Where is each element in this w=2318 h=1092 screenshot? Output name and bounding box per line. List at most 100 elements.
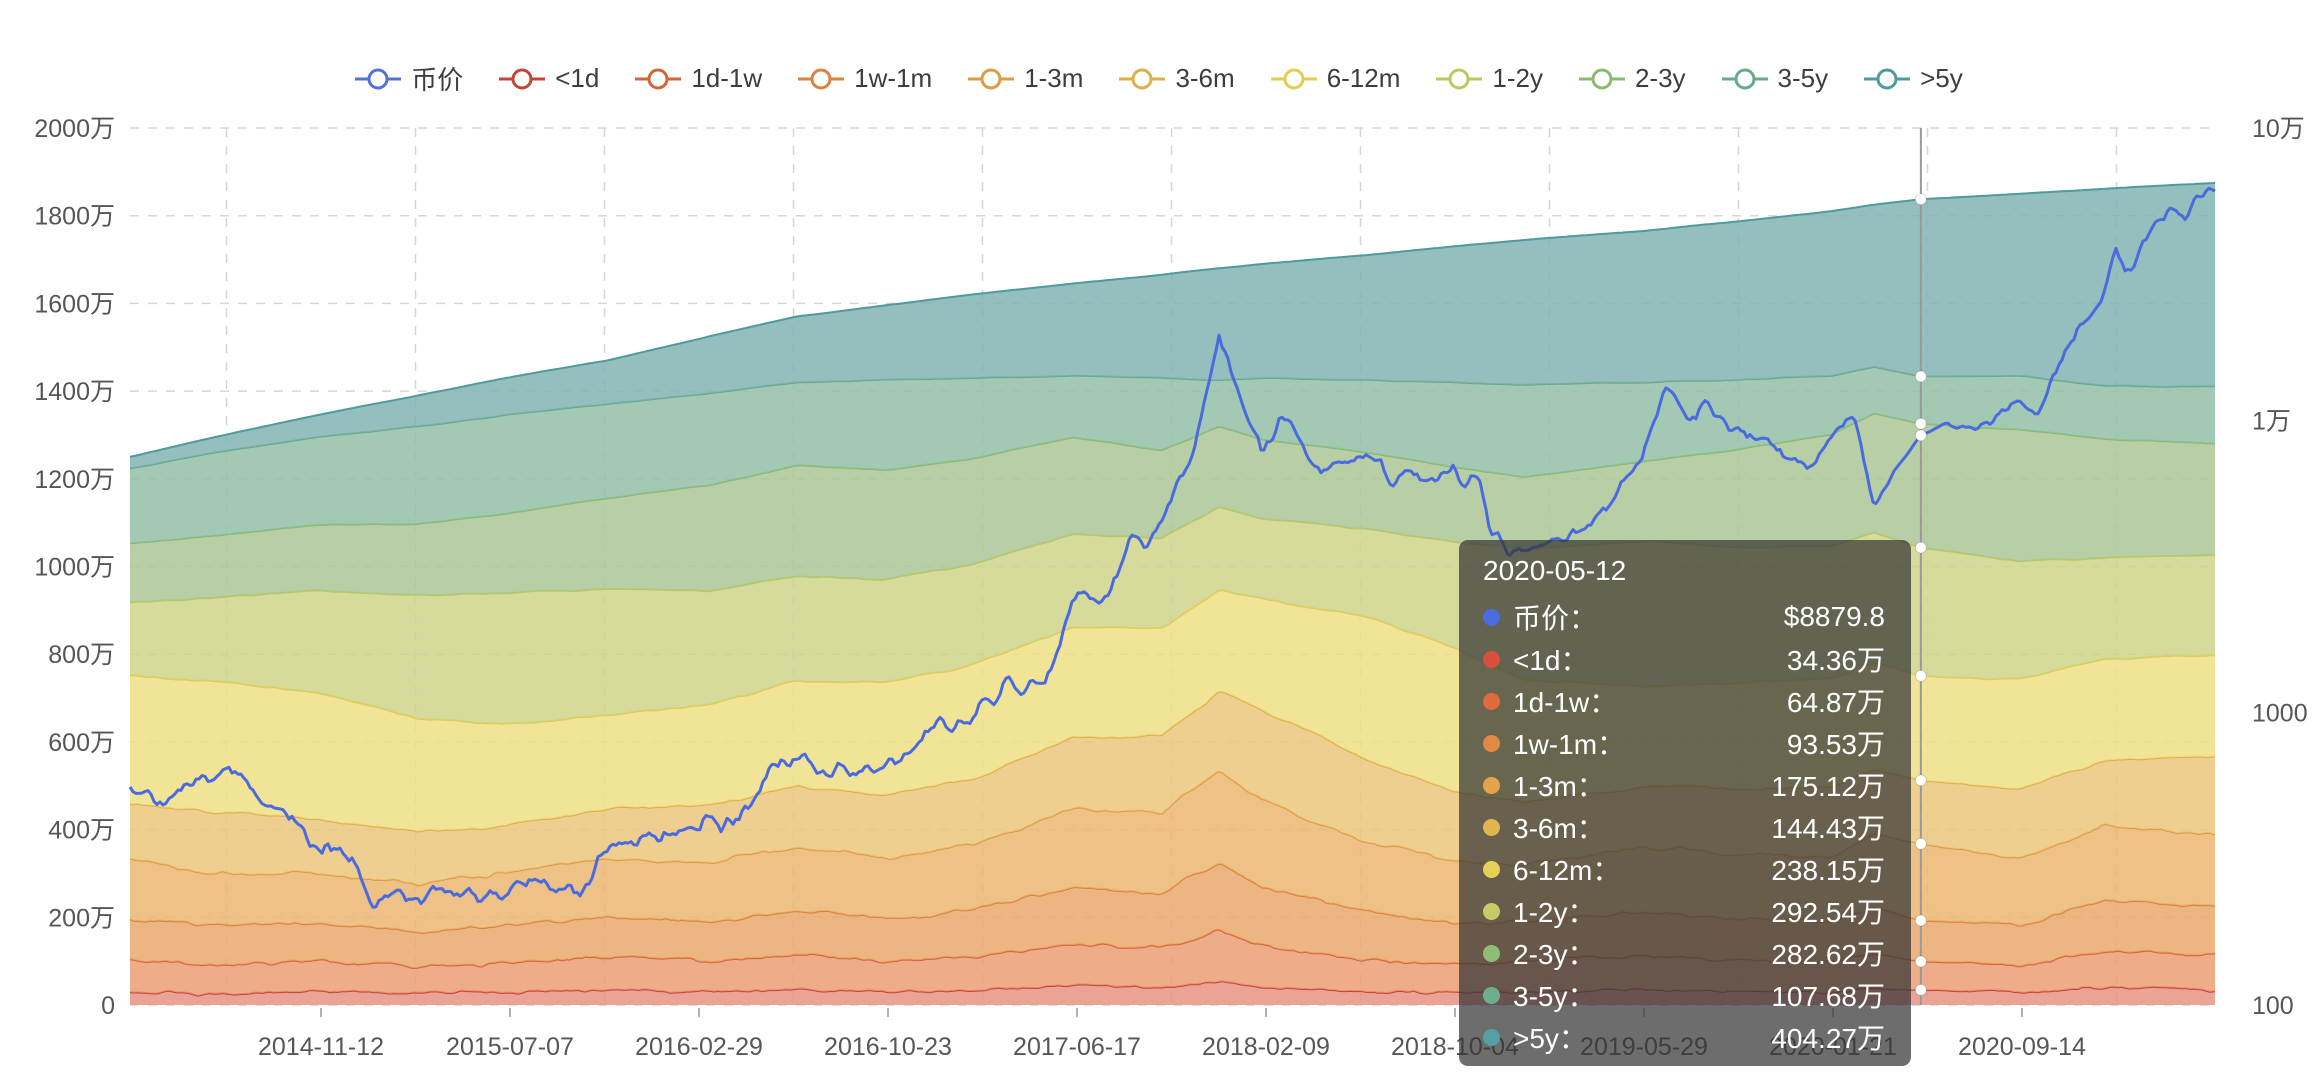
x-axis-label: 2015-07-07 [446,1033,574,1061]
legend-line-circle-icon [1436,68,1483,89]
x-axis-label: 2017-06-17 [1013,1033,1141,1061]
crosshair-marker-dot [1914,370,1927,383]
x-axis-label: 2018-02-09 [1202,1033,1330,1061]
tooltip-row-1-2y: 1-2y： 292.54万 [1483,890,1885,932]
legend-item-1-2y[interactable]: 1-2y [1436,63,1543,94]
tooltip-row-value: 34.36万 [1786,645,1885,676]
tooltip-row-2-3y: 2-3y： 282.62万 [1483,932,1885,974]
tooltip-row-value: 292.54万 [1771,897,1885,928]
y-right-label: 100 [2252,992,2294,1020]
tooltip-row-value: 238.15万 [1771,855,1885,886]
tooltip-row-label: 1-3m： [1513,771,1605,802]
legend-line-circle-icon [798,68,845,89]
crosshair-marker-dot [1914,417,1927,430]
tooltip-row-<1d: <1d： 34.36万 [1483,638,1885,680]
x-axis-label: 2020-09-14 [1958,1033,2086,1061]
crosshair-marker-dot [1914,193,1927,206]
tooltip-row-1-3m: 1-3m： 175.12万 [1483,764,1885,806]
legend-label: 3-6m [1175,63,1235,93]
legend-item-2-3y[interactable]: 2-3y [1578,63,1686,94]
tooltip-row-value: 175.12万 [1771,771,1885,802]
legend-label: 1w-1m [854,63,933,93]
tooltip-row-label: <1d： [1513,645,1589,676]
crosshair-marker-dot [1914,914,1927,927]
legend-line-circle-icon [499,68,546,89]
tooltip-row-label: 1d-1w： [1513,687,1618,718]
legend-line-circle-icon [355,68,402,89]
y-right-label: 10万 [2252,115,2305,143]
tooltip-row-6-12m: 6-12m： 238.15万 [1483,848,1885,890]
legend-item-price[interactable]: 币价 [355,60,463,97]
tooltip-row-label: 6-12m： [1513,855,1621,886]
y-left-label: 1400万 [34,378,115,406]
y-left-label: 800万 [48,641,115,669]
y-left-label: 1000万 [34,554,115,582]
tooltip-row-value: 144.43万 [1771,813,1885,844]
y-left-label: 1600万 [34,290,115,318]
y-left-label: 2000万 [34,115,115,143]
tooltip-row-label: 3-5y： [1513,981,1596,1012]
y-left-label: 400万 [48,817,115,845]
legend-label: 1-3m [1024,63,1084,93]
crosshair-marker-dot [1914,774,1927,787]
series-color-dot [1483,1028,1500,1046]
series-color-dot [1483,818,1500,836]
series-color-dot [1483,734,1500,752]
legend-label: >5y [1920,63,1963,93]
crosshair-marker-dot [1914,837,1927,850]
y-left-label: 1200万 [34,466,115,494]
series-color-dot [1483,692,1500,710]
tooltip-row-price: 币价： $8879.8 [1483,596,1885,638]
legend-item-<1d[interactable]: <1d [499,63,599,94]
legend-item-6-12m[interactable]: 6-12m [1270,63,1400,94]
crosshair-marker-dot [1914,541,1927,554]
tooltip-row-1w-1m: 1w-1m： 93.53万 [1483,722,1885,764]
legend-item-1-3m[interactable]: 1-3m [968,63,1083,94]
band-edge->5y [129,182,2215,458]
crosshair-marker-dot [1914,955,1927,968]
legend-item-1w-1m[interactable]: 1w-1m [798,63,932,94]
tooltip-row-value: 404.27万 [1771,1023,1885,1054]
tooltip-row-label: 1w-1m： [1513,729,1626,760]
legend-item->5y[interactable]: >5y [1864,63,1963,94]
x-axis-label: 2016-02-29 [635,1033,763,1061]
tooltip-row-label: 币价： [1513,603,1598,634]
tooltip-row-3-5y: 3-5y： 107.68万 [1483,974,1885,1016]
legend-label: 1-2y [1492,63,1543,93]
tooltip-row-value: 282.62万 [1771,939,1885,970]
tooltip-row-value: 93.53万 [1786,729,1885,760]
legend-line-circle-icon [1721,68,1768,89]
tooltip-row-label: >5y： [1513,1023,1587,1054]
price-line [128,186,2216,909]
legend-item-3-5y[interactable]: 3-5y [1721,63,1829,94]
band-3-5y [130,366,2215,544]
tooltip-row->5y: >5y： 404.27万 [1483,1016,1885,1058]
legend-label: 2-3y [1634,63,1686,93]
legend-item-3-6m[interactable]: 3-6m [1119,63,1235,94]
legend-label: <1d [555,63,600,93]
legend-line-circle-icon [1270,68,1317,89]
legend-label: 3-5y [1777,63,1829,93]
legend-line-circle-icon [1864,68,1911,89]
y-left-label: 0 [101,992,115,1020]
series-color-dot [1483,944,1500,962]
y-right-label: 1000 [2252,700,2308,728]
legend: 币价 <1d 1d-1w 1w-1m 1-3m 3-6m 6-12m 1-2y 2-3y 3-5y… [0,60,2318,97]
tooltip-row-value: $8879.8 [1783,601,1885,632]
legend-item-1d-1w[interactable]: 1d-1w [635,63,762,94]
tooltip-row-label: 1-2y： [1513,897,1596,928]
legend-line-circle-icon [635,68,682,89]
tooltip-rows: 币价： $8879.8 <1d： 34.36万 1d-1w： 64.87万 1w-1m： 93… [1483,596,1885,1058]
y-right-label: 1万 [2252,407,2291,435]
legend-label: 币价 [411,65,464,95]
y-left-label: 1800万 [34,203,115,231]
crosshair-marker-dot [1914,983,1927,996]
tooltip-title: 2020-05-12 [1483,555,1627,586]
tooltip-row-value: 107.68万 [1771,981,1885,1012]
series-color-dot [1483,776,1500,794]
crosshair-price-dot [1914,429,1927,442]
tooltip-row-value: 64.87万 [1786,687,1885,718]
y-left-label: 200万 [48,904,115,932]
